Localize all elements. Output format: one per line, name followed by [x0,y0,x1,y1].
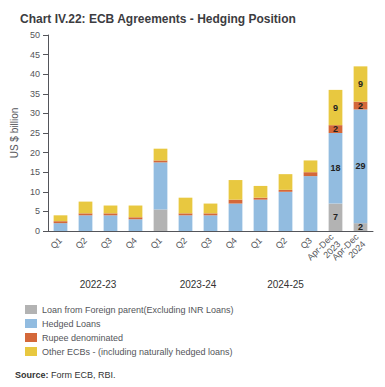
svg-text:Chart IV.22: ECB Agreements -: Chart IV.22: ECB Agreements - Hedging Po… [20,12,296,26]
svg-text:2023-24: 2023-24 [180,279,217,290]
svg-text:Source:: Source: [15,370,49,380]
svg-text:Q2: Q2 [73,235,89,251]
svg-text:2: 2 [358,101,363,111]
svg-text:Q2: Q2 [173,235,189,251]
svg-text:Other ECBs - (including natura: Other ECBs - (including naturally hedged… [42,347,233,357]
svg-text:2024: 2024 [346,239,367,260]
svg-text:9: 9 [358,79,363,89]
svg-text:Loan from Foreign parent(Exclu: Loan from Foreign parent(Excluding INR L… [42,305,234,315]
svg-text:15: 15 [30,167,40,177]
svg-text:25: 25 [30,128,40,138]
svg-text:18: 18 [330,163,340,173]
svg-text:40: 40 [30,69,40,79]
svg-text:45: 45 [30,50,40,60]
svg-text:Q1: Q1 [148,235,164,251]
svg-text:Apr-Dec: Apr-Dec [330,231,361,263]
svg-text:20: 20 [30,148,40,158]
svg-text:9: 9 [333,103,338,113]
svg-text:5: 5 [35,206,40,216]
svg-text:30: 30 [30,108,40,118]
svg-text:Q1: Q1 [48,235,64,251]
svg-text:29: 29 [355,161,365,171]
svg-text:Q3: Q3 [198,235,214,251]
svg-text:2023: 2023 [321,239,343,261]
svg-text:Q3: Q3 [298,235,314,251]
svg-text:Q2: Q2 [273,235,289,251]
svg-text:10: 10 [30,187,40,197]
svg-text:50: 50 [30,30,40,40]
svg-text:7: 7 [333,212,338,222]
svg-text:2024-25: 2024-25 [267,279,304,290]
svg-text:Q3: Q3 [98,235,114,251]
svg-text:2: 2 [358,222,363,232]
svg-text:Q1: Q1 [248,235,264,251]
svg-text:2: 2 [333,124,338,134]
svg-text:0: 0 [35,226,40,236]
svg-text:2022-23: 2022-23 [80,279,117,290]
svg-text:Apr-Dec: Apr-Dec [305,231,336,263]
svg-text:Hedged Loans: Hedged Loans [42,319,101,329]
svg-text:Form ECB, RBI.: Form ECB, RBI. [49,370,116,380]
svg-text:Q4: Q4 [223,235,239,251]
svg-text:Rupee denominated: Rupee denominated [42,333,123,343]
svg-text:35: 35 [30,89,40,99]
svg-text:US $ billion: US $ billion [9,108,20,159]
svg-text:Q4: Q4 [123,235,139,251]
